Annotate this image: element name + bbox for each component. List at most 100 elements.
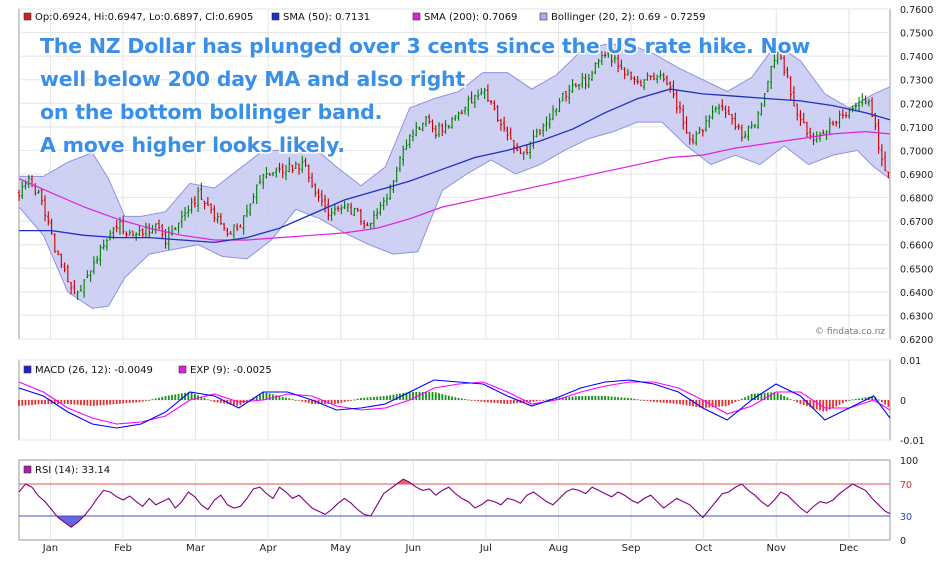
macd-hist-bar (37, 400, 40, 405)
macd-hist-bar (770, 392, 773, 400)
macd-hist-bar (851, 399, 854, 401)
macd-hist-bar (773, 392, 776, 400)
macd-hist-bar (701, 400, 704, 408)
price-y-tick: 0.7300 (900, 76, 933, 87)
sma50-line (19, 88, 891, 244)
macd-hist-bar (112, 400, 115, 405)
macd-hist-bar (369, 397, 372, 400)
macd-hist-bar (535, 400, 538, 402)
macd-hist-bar (106, 400, 108, 405)
macd-hist-bar (223, 400, 226, 404)
macd-hist-bar (255, 395, 258, 400)
macd-hist-bar (327, 400, 330, 404)
macd-hist-bar (467, 399, 470, 401)
macd-hist-bar (239, 400, 242, 406)
price-y-tick: 0.6200 (900, 335, 933, 346)
macd-hist-bar (750, 394, 753, 400)
legend-label: SMA (200): 0.7069 (424, 12, 517, 23)
macd-hist-bar (659, 400, 662, 403)
macd-hist-bar (63, 400, 66, 404)
macd-y-tick: 0 (900, 396, 906, 407)
macd-hist-bar (418, 392, 421, 400)
macd-hist-bar (486, 400, 489, 403)
macd-hist-bar (288, 398, 291, 400)
macd-hist-bar (281, 396, 284, 400)
legend-swatch (23, 465, 32, 474)
macd-hist-bar (496, 400, 499, 404)
macd-hist-bar (138, 400, 141, 403)
macd-hist-bar (656, 400, 659, 403)
macd-hist-bar (177, 393, 180, 400)
legend-label: EXP (9): -0.0025 (190, 365, 272, 376)
macd-hist-bar (307, 400, 310, 404)
x-tick-label: Apr (260, 543, 278, 554)
price-y-tick: 0.6300 (900, 311, 933, 322)
macd-hist-bar (415, 392, 418, 400)
macd-hist-bar (389, 395, 392, 400)
macd-hist-bar (154, 398, 157, 400)
macd-hist-bar (44, 400, 46, 404)
macd-hist-bar (236, 400, 239, 406)
macd-hist-bar (786, 397, 789, 400)
macd-y-tick: -0.01 (900, 436, 925, 447)
price-y-tick: 0.7200 (900, 99, 933, 110)
macd-hist-bar (233, 400, 235, 406)
macd-hist-bar (848, 400, 851, 401)
macd-hist-bar (70, 400, 72, 405)
macd-hist-bar (604, 396, 606, 400)
macd-hist-bar (324, 400, 326, 404)
macd-hist-bar (705, 400, 707, 408)
macd-hist-bar (291, 399, 294, 400)
price-panel: 0.6200 0.6300 0.6400 0.6500 0.6600 0.6700 0.68… (17, 5, 933, 346)
macd-hist-bar (350, 400, 353, 401)
macd-hist-bar (753, 393, 756, 400)
macd-hist-bar (565, 397, 567, 400)
macd-hist-bar (379, 396, 382, 400)
macd-hist-bar (711, 400, 714, 408)
macd-hist-bar (425, 392, 427, 400)
annotation-line-3: on the bottom bollinger band. (40, 100, 382, 124)
macd-hist-bar (757, 393, 760, 400)
macd-hist-bar (815, 400, 818, 410)
legend-label: MACD (26, 12): -0.0049 (35, 365, 153, 376)
sma200-line (18, 130, 891, 241)
macd-hist-bar (86, 400, 89, 406)
macd-hist-bar (483, 400, 486, 403)
macd-hist-bar (653, 400, 655, 402)
macd-hist-bar (812, 400, 815, 409)
macd-hist-bar (457, 398, 460, 400)
macd-hist-bar (789, 399, 792, 400)
macd-hist-bar (516, 400, 519, 404)
macd-hist-bar (47, 400, 50, 404)
macd-hist-bar (880, 400, 883, 402)
x-axis: Jan Feb Mar Apr May Jun Jul Aug Sep Oct Nov Dec (42, 543, 859, 554)
macd-hist-bar (675, 400, 678, 404)
macd-hist-bar (356, 398, 359, 400)
macd-hist-bar (431, 392, 434, 400)
macd-hist-bar (626, 397, 629, 400)
macd-hist-bar (584, 396, 587, 400)
macd-hist-bar (825, 400, 828, 412)
x-tick-label: Nov (766, 543, 786, 554)
macd-hist-bar (682, 400, 685, 405)
annotation: The NZ Dollar has plunged over 3 cents s… (39, 33, 813, 159)
bollinger-band (19, 44, 890, 309)
macd-hist-bar (262, 392, 265, 400)
legend-swatch (539, 12, 548, 21)
macd-hist-bar (499, 400, 502, 404)
macd-hist-bar (294, 400, 297, 401)
macd-hist-bar (858, 398, 860, 400)
macd-hist-bar (428, 392, 431, 400)
macd-hist-bar (578, 396, 580, 400)
macd-hist-bar (31, 400, 33, 405)
macd-hist-bar (373, 396, 375, 400)
macd-hist-bar (809, 400, 812, 408)
macd-hist-bar (832, 400, 834, 408)
macd-hist-bar (506, 400, 509, 404)
macd-hist-bar (333, 400, 336, 404)
macd-hist-bar (649, 400, 652, 402)
x-tick-label: Sep (622, 543, 641, 554)
macd-hist-bar (210, 400, 213, 401)
macd-hist-bar (330, 400, 333, 404)
